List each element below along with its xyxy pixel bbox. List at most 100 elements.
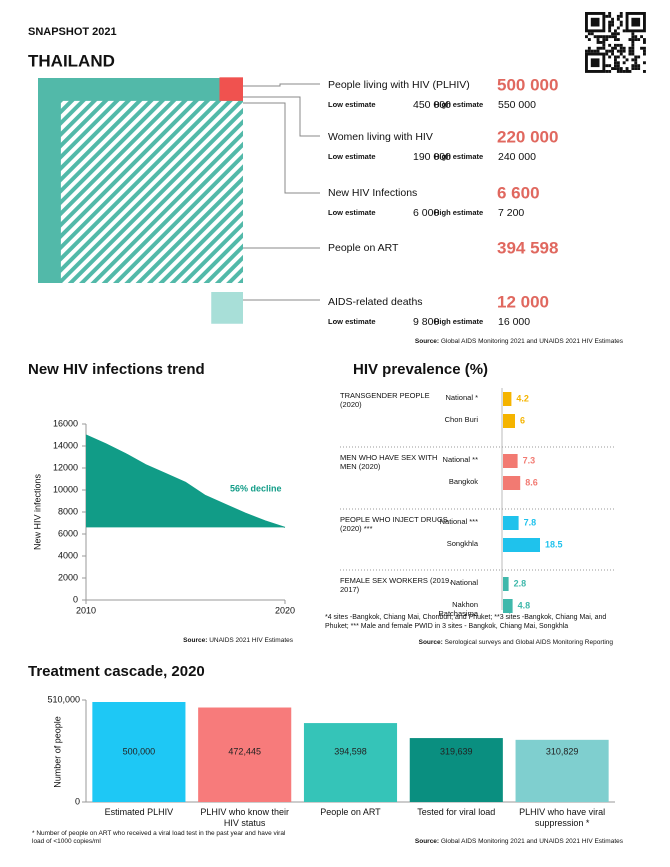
y-axis-label: New HIV infections (32, 473, 42, 550)
qr-module (622, 70, 626, 73)
low-value: 190 000 (413, 151, 451, 163)
source: Source: Serological surveys and Global A… (419, 639, 613, 646)
qr-module (605, 14, 609, 18)
qr-module (619, 20, 623, 24)
indicator-label: New HIV Infections (328, 187, 417, 199)
high-value: 550 000 (498, 99, 536, 111)
qr-module (616, 26, 620, 30)
qr-module (616, 17, 620, 21)
low-label: Low estimate (328, 100, 376, 109)
qr-module (619, 49, 623, 53)
y-tick-label: 14000 (53, 440, 78, 450)
qr-finder (585, 52, 606, 73)
qr-module (619, 14, 623, 18)
footnote: *4 sites -Bangkok, Chiang Mai, Chonburi,… (325, 614, 607, 630)
y-tick-label: 10000 (53, 484, 78, 494)
qr-module (605, 35, 609, 39)
qr-module (616, 14, 620, 18)
connector (243, 83, 320, 87)
qr-module (622, 61, 626, 65)
qr-module (643, 61, 646, 65)
qr-module (616, 70, 620, 73)
qr-module (605, 49, 609, 53)
area-fill (86, 435, 285, 528)
qr-module (608, 55, 612, 59)
value-label: 394,598 (334, 746, 367, 756)
qr-module (637, 55, 641, 59)
qr-module (611, 17, 614, 21)
qr-module (637, 64, 641, 68)
qr-module (614, 32, 617, 36)
qr-module (616, 64, 620, 68)
value-label: 319,639 (440, 746, 473, 756)
qr-module (628, 52, 632, 56)
qr-module (643, 70, 646, 73)
qr-module (614, 61, 617, 65)
source-text: UNAIDS 2021 HIV Estimates (209, 637, 293, 644)
qr-module (608, 64, 612, 68)
qr-module (637, 38, 641, 41)
qr-module (619, 70, 623, 73)
indicator-value: 394 598 (497, 238, 558, 257)
bar (503, 476, 521, 490)
qr-module (625, 67, 629, 70)
qr-module (590, 49, 594, 53)
qr-module (608, 20, 612, 24)
qr-module (631, 43, 635, 47)
qr-module (634, 35, 638, 39)
qr-module (587, 32, 591, 36)
row-label: National * (445, 393, 478, 402)
qr-module (616, 43, 620, 47)
qr-module (608, 26, 612, 30)
x-tick-label: 2010 (76, 605, 96, 615)
y-tick-label: 16000 (53, 418, 78, 428)
qr-module (599, 46, 603, 50)
bar (92, 702, 186, 802)
x-tick-label: PLHIV who have viral suppression * (519, 807, 606, 828)
qr-module (608, 29, 612, 33)
qr-module (590, 32, 594, 36)
qr-finder (590, 17, 600, 27)
source-label: Source: (414, 838, 440, 845)
indicator-value: 6 600 (497, 183, 540, 202)
qr-module (643, 52, 646, 56)
qr-module (611, 52, 614, 56)
qr-module (634, 58, 638, 62)
source-text: Global AIDS Monitoring 2021 and UNAIDS 2… (440, 838, 623, 845)
qr-module (631, 64, 635, 68)
value-label: 2.8 (514, 578, 527, 588)
qr-module (622, 55, 626, 59)
qr-finder (590, 58, 600, 68)
kicker: SNAPSHOT 2021 (28, 26, 117, 38)
qr-module (599, 35, 603, 39)
value-label: 4.8 (518, 600, 531, 610)
chart-title: HIV prevalence (%) (353, 361, 488, 378)
qr-module (608, 35, 612, 39)
low-value: 9 800 (413, 316, 439, 328)
bar (503, 599, 513, 613)
value-label: 7.3 (523, 455, 536, 465)
qr-module (608, 49, 612, 53)
qr-module (643, 41, 646, 44)
qr-module (616, 32, 620, 36)
low-value: 6 000 (413, 207, 439, 219)
qr-module (602, 35, 606, 39)
high-label: High estimate (434, 317, 483, 326)
qr-module (631, 38, 635, 41)
qr-module (616, 61, 620, 65)
qr-module (593, 35, 597, 39)
qr-module (585, 49, 588, 53)
indicator-label: Women living with HIV (328, 131, 433, 143)
row-label: Chon Buri (444, 415, 478, 424)
group-label: TRANSGENDER PEOPLE (2020) (340, 391, 430, 409)
qr-module (602, 41, 606, 44)
qr-module (605, 52, 609, 56)
qr-module (619, 52, 623, 56)
group-label: MEN WHO HAVE SEX WITH MEN (2020) (340, 453, 438, 471)
bar (409, 738, 503, 802)
qr-module (631, 35, 635, 39)
qr-module (596, 46, 600, 50)
qr-module (614, 67, 617, 70)
qr-module (619, 23, 623, 27)
